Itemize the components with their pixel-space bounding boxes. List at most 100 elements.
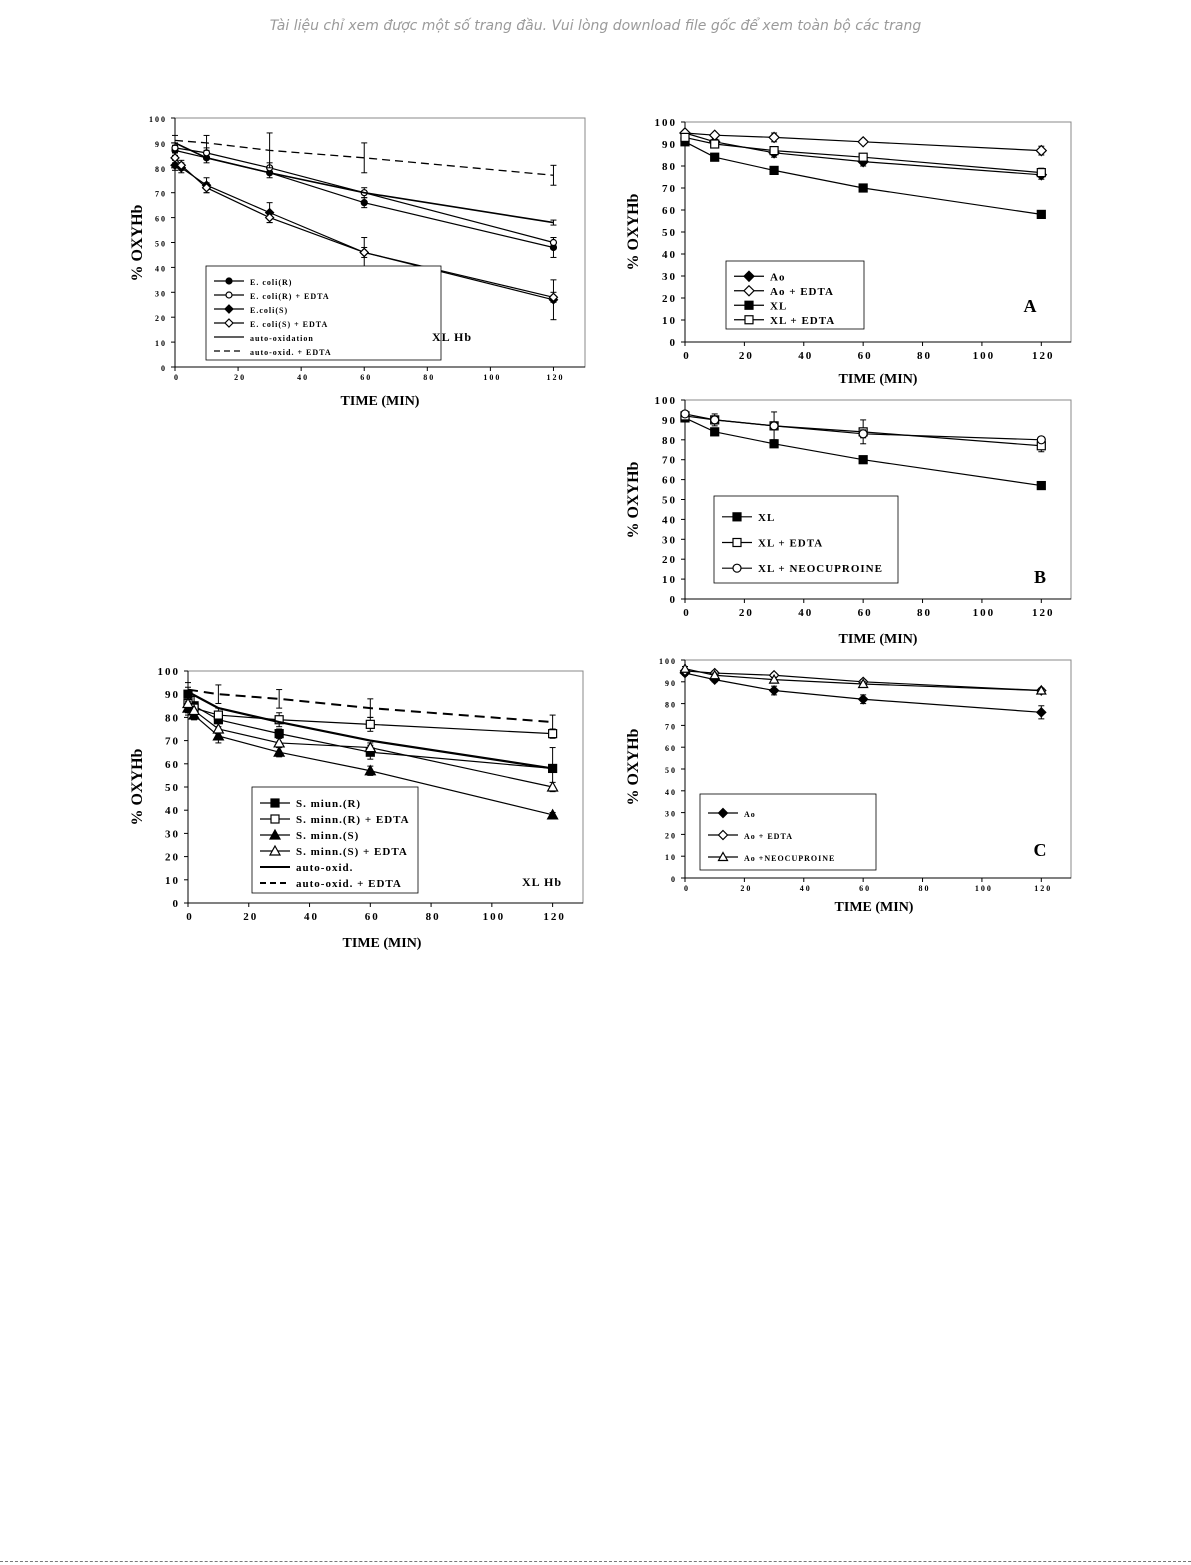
legend-item-s-minn-r-edta: S. minn.(R) + EDTA xyxy=(260,814,409,826)
x-tick-label: 60 xyxy=(859,884,871,893)
y-tick-label: 60 xyxy=(662,475,677,487)
series-line xyxy=(187,690,553,770)
preview-notice-banner: Tài liệu chỉ xem được một số trang đầu. … xyxy=(269,18,922,34)
legend-marker xyxy=(270,814,280,824)
y-tick-label: 20 xyxy=(165,852,180,864)
data-point xyxy=(1036,435,1046,445)
data-point xyxy=(710,415,720,425)
y-tick-label: 50 xyxy=(165,782,180,794)
data-point xyxy=(858,455,868,465)
y-tick-label: 70 xyxy=(165,736,180,748)
data-point xyxy=(708,129,721,142)
series-xl-neocuproine xyxy=(680,409,1046,445)
data-point xyxy=(548,729,558,739)
legend-item-auto-oxid-edta: auto-oxid. + EDTA xyxy=(214,348,331,357)
series-line xyxy=(187,688,553,724)
x-tick-label: 100 xyxy=(483,373,501,382)
series-s-minn-s-edta xyxy=(181,696,559,793)
panel-c-oxyhb-chart: 0 10 20 30 40 50 60 70 80 90 100 0 20 40 60 80 100 120 TIM… xyxy=(625,657,1072,915)
panel-a-oxyhb-chart: 0 10 20 30 40 50 60 70 80 90 100 0 20 40 60 80 100 120 TIM… xyxy=(625,117,1072,387)
legend-label: S. minn.(S) + EDTA xyxy=(296,846,408,858)
legend-label: Ao + EDTA xyxy=(770,286,834,298)
y-tick-label: 30 xyxy=(165,828,180,840)
legend-marker xyxy=(268,844,282,856)
legend-label: XL + NEOCUPROINE xyxy=(758,563,883,575)
x-tick-label: 100 xyxy=(973,350,996,362)
y-tick-label: 80 xyxy=(662,161,677,173)
legend: Ao Ao + EDTA XL XL + EDTA xyxy=(725,260,865,330)
data-point xyxy=(1036,480,1046,491)
legend-item-e-coli-s: E.coli(S) xyxy=(214,304,287,315)
y-tick-label: 0 xyxy=(670,337,678,349)
y-tick-label: 100 xyxy=(149,115,167,124)
data-point xyxy=(170,152,180,163)
data-point xyxy=(710,152,720,162)
legend-box xyxy=(251,786,419,894)
legend-marker xyxy=(225,291,233,299)
data-point xyxy=(360,199,368,207)
x-tick-label: 60 xyxy=(858,350,873,362)
data-point xyxy=(857,678,869,689)
data-point xyxy=(768,685,780,696)
legend-label: Ao + EDTA xyxy=(744,832,793,841)
y-tick-label: 60 xyxy=(662,205,677,217)
legend-item-auto-oxidation: auto-oxidation xyxy=(214,334,313,343)
data-point xyxy=(709,669,721,680)
data-point xyxy=(1035,684,1047,695)
data-point xyxy=(1036,209,1046,220)
x-axis-title: TIME (MIN) xyxy=(835,900,914,915)
data-point xyxy=(176,160,187,171)
x-tick-label: 100 xyxy=(975,884,993,893)
series-xl-edta xyxy=(680,132,1046,178)
x-tick-label: 60 xyxy=(360,373,372,382)
series-xl xyxy=(680,137,1046,220)
data-point xyxy=(857,135,870,148)
legend-marker xyxy=(268,828,282,840)
data-point xyxy=(858,183,868,193)
x-tick-label: 60 xyxy=(858,607,873,619)
x-axis-title: TIME (MIN) xyxy=(341,394,420,409)
y-tick-label: 70 xyxy=(665,722,677,731)
legend-item-auto-oxid-edta: auto-oxid. + EDTA xyxy=(260,878,401,890)
y-tick-label: 90 xyxy=(165,689,180,701)
series-auto-oxid-edta xyxy=(172,132,557,186)
legend-marker xyxy=(744,300,754,310)
data-point xyxy=(274,715,284,725)
y-tick-label: 90 xyxy=(665,679,677,688)
y-tick-label: 60 xyxy=(165,759,180,771)
legend-marker xyxy=(717,829,729,841)
data-point xyxy=(769,421,779,431)
legend-item-ao-edta: Ao + EDTA xyxy=(734,284,834,298)
x-tick-label: 120 xyxy=(1032,350,1055,362)
legend-label: XL xyxy=(770,300,787,312)
legend: XL XL + EDTA XL + NEOCUPROINE xyxy=(713,495,899,584)
legend-marker xyxy=(732,537,742,548)
series-line xyxy=(174,142,554,224)
data-point xyxy=(365,719,375,729)
x-tick-label: 40 xyxy=(297,373,309,382)
data-point xyxy=(212,722,225,734)
x-tick-label: 80 xyxy=(423,373,435,382)
data-point xyxy=(274,729,284,739)
y-tick-label: 70 xyxy=(662,455,677,467)
legend-label: XL xyxy=(758,512,775,524)
x-axis-title: TIME (MIN) xyxy=(839,372,918,387)
data-point xyxy=(213,710,223,720)
y-tick-label: 70 xyxy=(155,190,167,199)
legend: E. coli(R) E. coli(R) + EDTA E.coli(S) E. c… xyxy=(205,265,442,361)
data-point xyxy=(769,145,779,156)
data-point xyxy=(264,212,275,223)
legend-label: Ao xyxy=(744,810,756,819)
x-axis-title: TIME (MIN) xyxy=(839,632,918,647)
series-auto-oxid-edta xyxy=(185,682,556,730)
y-tick-label: 60 xyxy=(155,215,167,224)
x-axis-title: TIME (MIN) xyxy=(343,936,422,951)
data-point xyxy=(680,409,690,419)
x-tick-label: 20 xyxy=(739,350,754,362)
data-point xyxy=(857,693,869,705)
x-tick-label: 0 xyxy=(684,884,690,893)
data-point xyxy=(549,238,558,247)
x-tick-label: 40 xyxy=(798,350,813,362)
legend-label: E. coli(R) + EDTA xyxy=(250,292,330,301)
legend-marker xyxy=(717,807,729,819)
